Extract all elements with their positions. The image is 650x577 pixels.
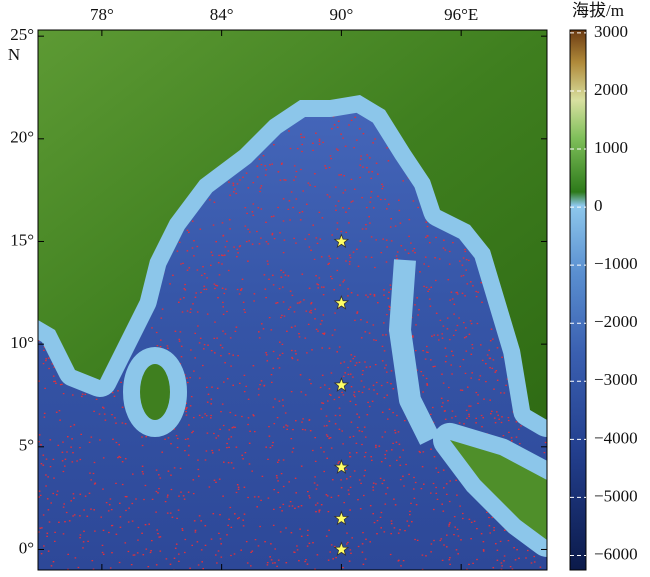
station-star bbox=[333, 233, 350, 249]
sri-lanka bbox=[140, 364, 170, 420]
colorbar-tick-label: −4000 bbox=[594, 428, 638, 447]
x-tick-label: 78° bbox=[90, 5, 114, 24]
station-star bbox=[333, 510, 350, 526]
y-tick-label: 15° bbox=[10, 230, 34, 249]
y-tick-label: 5° bbox=[19, 436, 34, 455]
sumatra bbox=[450, 440, 547, 540]
map-layer bbox=[38, 30, 547, 570]
colorbar-tick-label: −5000 bbox=[594, 486, 638, 505]
x-tick-label: 90° bbox=[329, 5, 353, 24]
colorbar-tick-label: 2000 bbox=[594, 80, 628, 99]
colorbar-tick-label: −1000 bbox=[594, 254, 638, 273]
colorbar-tick-label: −3000 bbox=[594, 370, 638, 389]
station-star bbox=[333, 459, 350, 474]
colorbar-tick-label: −6000 bbox=[594, 544, 638, 563]
colorbar-tick-label: 1000 bbox=[594, 138, 628, 157]
land bbox=[38, 30, 547, 420]
y-tick-label: 20° bbox=[10, 128, 34, 147]
x-tick-label: 84° bbox=[210, 5, 234, 24]
map-frame bbox=[37, 29, 548, 571]
y-tick-label: 0° bbox=[19, 538, 34, 557]
station-star bbox=[333, 377, 350, 392]
y-tick-label: 10° bbox=[10, 333, 34, 352]
hemisphere-label: N bbox=[8, 45, 20, 64]
colorbar-tick-label: 0 bbox=[594, 196, 603, 215]
station-star bbox=[333, 294, 350, 310]
colorbar-tick-label: −2000 bbox=[594, 312, 638, 331]
x-tick-label: 96°E bbox=[444, 5, 478, 24]
station-star bbox=[333, 541, 350, 557]
colorbar-title: 海拔/m bbox=[572, 1, 624, 20]
colorbar-tick-label: 3000 bbox=[594, 22, 628, 41]
y-tick-label: 25° bbox=[10, 25, 34, 44]
colorbar bbox=[569, 29, 587, 571]
